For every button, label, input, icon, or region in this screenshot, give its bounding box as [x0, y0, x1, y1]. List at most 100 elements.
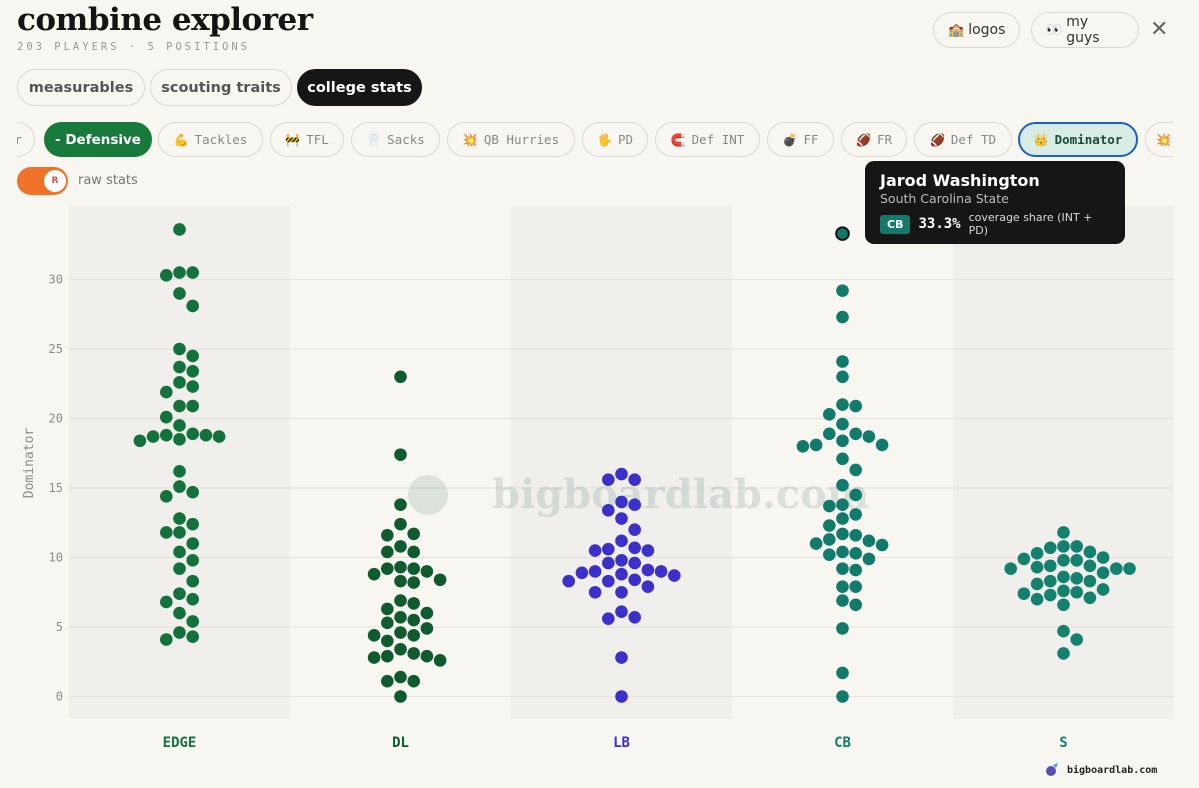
- data-point-edge[interactable]: [160, 490, 173, 503]
- data-point-lb[interactable]: [641, 563, 655, 577]
- data-point-s[interactable]: [1096, 551, 1110, 564]
- data-point-lb[interactable]: [628, 498, 641, 511]
- data-point-edge[interactable]: [160, 428, 173, 442]
- data-point-dl[interactable]: [420, 622, 434, 635]
- data-point-edge[interactable]: [186, 537, 199, 550]
- data-point-lb[interactable]: [562, 574, 575, 588]
- data-point-edge[interactable]: [173, 512, 186, 525]
- data-point-s[interactable]: [1057, 526, 1070, 539]
- data-point-dl[interactable]: [394, 574, 407, 588]
- data-point-cb[interactable]: [849, 580, 862, 593]
- data-point-dl[interactable]: [407, 674, 421, 688]
- data-point-cb[interactable]: [823, 548, 836, 562]
- data-point-edge[interactable]: [186, 615, 199, 628]
- data-point-edge[interactable]: [160, 526, 173, 539]
- data-point-edge[interactable]: [160, 269, 173, 282]
- data-point-cb[interactable]: [862, 552, 876, 566]
- data-point-s[interactable]: [1017, 587, 1031, 600]
- data-point-lb[interactable]: [615, 467, 628, 481]
- data-point-cb[interactable]: [809, 537, 823, 550]
- data-point-cb[interactable]: [849, 488, 862, 502]
- data-point-dl[interactable]: [420, 565, 434, 578]
- data-point-lb[interactable]: [615, 553, 628, 567]
- data-point-lb[interactable]: [602, 612, 615, 625]
- stat-chip-ff[interactable]: 💣 FF: [767, 122, 834, 157]
- data-point-cb[interactable]: [809, 438, 823, 452]
- data-point-edge[interactable]: [186, 349, 199, 363]
- data-point-dl[interactable]: [394, 517, 407, 531]
- data-point-dl[interactable]: [381, 634, 394, 648]
- data-point-dl[interactable]: [381, 674, 394, 688]
- data-point-dl[interactable]: [367, 567, 381, 581]
- data-point-lb[interactable]: [628, 541, 641, 555]
- data-point-cb[interactable]: [849, 508, 862, 521]
- data-point-edge[interactable]: [173, 223, 186, 236]
- data-point-lb[interactable]: [615, 495, 628, 509]
- data-point-s[interactable]: [1030, 560, 1044, 574]
- data-point-edge[interactable]: [160, 410, 173, 424]
- data-point-edge[interactable]: [173, 287, 186, 300]
- data-point-s[interactable]: [1070, 540, 1083, 553]
- data-point-lb[interactable]: [615, 534, 628, 548]
- data-point-edge[interactable]: [186, 592, 199, 606]
- data-point-dl[interactable]: [394, 642, 407, 656]
- data-point-dl[interactable]: [394, 690, 407, 703]
- data-point-cb[interactable]: [836, 622, 849, 635]
- data-point-cb[interactable]: [849, 427, 862, 441]
- data-point-dl[interactable]: [394, 540, 407, 553]
- data-point-lb[interactable]: [654, 565, 668, 578]
- data-point-lb[interactable]: [602, 556, 615, 570]
- data-point-cb[interactable]: [836, 580, 849, 593]
- data-point-s[interactable]: [1017, 552, 1031, 566]
- data-point-lb[interactable]: [615, 512, 628, 525]
- data-point-lb[interactable]: [628, 556, 641, 570]
- data-point-edge[interactable]: [186, 266, 199, 279]
- data-point-lb[interactable]: [602, 503, 615, 517]
- data-point-dl[interactable]: [407, 629, 421, 642]
- data-point-s[interactable]: [1057, 647, 1070, 660]
- data-point-lb[interactable]: [628, 473, 641, 486]
- data-point-cb[interactable]: [849, 528, 862, 542]
- data-point-edge[interactable]: [173, 465, 186, 478]
- data-point-cb[interactable]: [849, 563, 862, 577]
- data-point-edge[interactable]: [186, 364, 199, 378]
- data-point-dl[interactable]: [407, 527, 421, 541]
- data-point-lb[interactable]: [588, 585, 602, 599]
- data-point-cb[interactable]: [823, 499, 836, 513]
- data-point-edge[interactable]: [173, 419, 186, 432]
- data-point-cb[interactable]: [836, 310, 849, 324]
- data-point-cb[interactable]: [835, 226, 850, 241]
- data-point-lb[interactable]: [641, 544, 655, 557]
- data-point-dl[interactable]: [407, 597, 421, 610]
- data-point-s[interactable]: [1057, 624, 1070, 638]
- data-point-s[interactable]: [1057, 553, 1070, 567]
- data-point-cb[interactable]: [836, 398, 849, 411]
- data-point-cb[interactable]: [836, 452, 849, 466]
- stat-chip-tfl[interactable]: 🚧 TFL: [270, 122, 344, 157]
- data-point-cb[interactable]: [862, 534, 876, 548]
- data-point-dl[interactable]: [381, 545, 394, 559]
- data-point-dl[interactable]: [381, 649, 394, 663]
- data-point-s[interactable]: [1110, 562, 1123, 575]
- data-point-lb[interactable]: [575, 566, 589, 580]
- data-point-s[interactable]: [1004, 562, 1017, 575]
- data-point-dl[interactable]: [394, 670, 407, 684]
- data-point-edge[interactable]: [186, 485, 199, 499]
- data-point-cb[interactable]: [836, 562, 849, 575]
- data-point-dl[interactable]: [394, 560, 407, 574]
- defensive-group-chip[interactable]: - Defensive: [44, 122, 152, 157]
- data-point-lb[interactable]: [602, 574, 615, 588]
- stat-chip-qb-hurries[interactable]: 💥 QB Hurries: [447, 122, 575, 157]
- data-point-dl[interactable]: [394, 594, 407, 607]
- data-point-cb[interactable]: [836, 417, 849, 431]
- data-point-cb[interactable]: [862, 430, 876, 443]
- data-point-s[interactable]: [1083, 545, 1097, 559]
- data-point-cb[interactable]: [836, 512, 849, 525]
- data-point-edge[interactable]: [160, 595, 173, 609]
- data-point-dl[interactable]: [394, 610, 407, 624]
- data-point-lb[interactable]: [588, 544, 602, 557]
- data-point-edge[interactable]: [186, 517, 199, 531]
- stat-chip-tackles[interactable]: 💪 Tackles: [158, 122, 263, 157]
- raw-stats-toggle[interactable]: R: [17, 167, 68, 195]
- data-point-dl[interactable]: [367, 651, 381, 664]
